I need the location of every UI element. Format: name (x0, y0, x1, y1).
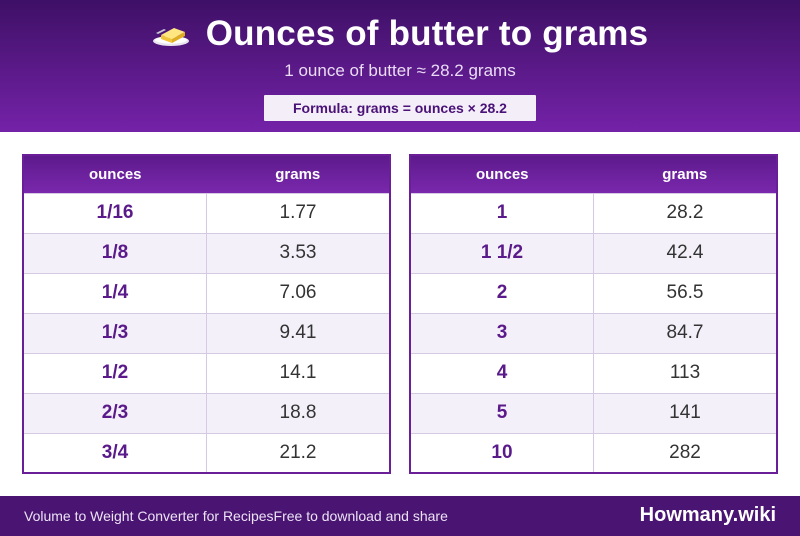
grams-cell: 1.77 (206, 192, 390, 233)
grams-cell: 7.06 (206, 272, 390, 313)
table-row: 1/3 9.41 (23, 312, 390, 353)
table-row: 1 28.2 (410, 192, 777, 233)
table-header-row: ounces grams (23, 155, 390, 193)
table-row: 10 282 (410, 432, 777, 473)
ounces-cell: 10 (410, 432, 594, 473)
ounces-cell: 1/8 (23, 232, 207, 273)
grams-cell: 28.2 (593, 192, 777, 233)
footer-caption: Volume to Weight Converter for RecipesFr… (24, 508, 448, 524)
table-row: 1/16 1.77 (23, 192, 390, 233)
grams-cell: 9.41 (206, 312, 390, 353)
table-row: 1/2 14.1 (23, 352, 390, 393)
column-header-grams: grams (206, 155, 390, 193)
brand-logo-text[interactable]: Howmany.wiki (639, 504, 776, 526)
grams-cell: 282 (593, 432, 777, 473)
ounces-cell: 5 (410, 392, 594, 433)
ounces-cell: 1/3 (23, 312, 207, 353)
grams-cell: 141 (593, 392, 777, 433)
ounces-cell: 1/2 (23, 352, 207, 393)
grams-cell: 18.8 (206, 392, 390, 433)
ounces-cell: 1 1/2 (410, 232, 594, 273)
ounces-cell: 2/3 (23, 392, 207, 433)
formula-badge: Formula: grams = ounces × 28.2 (264, 95, 536, 121)
header-banner: Ounces of butter to grams 1 ounce of but… (0, 0, 800, 132)
ounces-cell: 1/4 (23, 272, 207, 313)
grams-cell: 42.4 (593, 232, 777, 273)
ounces-cell: 3/4 (23, 432, 207, 473)
page-subtitle: 1 ounce of butter ≈ 28.2 grams (284, 61, 516, 80)
column-header-ounces: ounces (23, 155, 207, 193)
table-header-row: ounces grams (410, 155, 777, 193)
column-header-grams: grams (593, 155, 777, 193)
table-row: 3/4 21.2 (23, 432, 390, 473)
title-row: Ounces of butter to grams (0, 14, 800, 54)
table-row: 2 56.5 (410, 272, 777, 313)
ounces-cell: 3 (410, 312, 594, 353)
ounces-cell: 1 (410, 192, 594, 233)
ounces-cell: 1/16 (23, 192, 207, 233)
table-row: 3 84.7 (410, 312, 777, 353)
footer-bar: Volume to Weight Converter for RecipesFr… (0, 496, 800, 536)
grams-cell: 56.5 (593, 272, 777, 313)
conversion-table-right: ounces grams 1 28.2 1 1/2 42.4 2 56.5 3 … (409, 154, 778, 474)
table-row: 5 141 (410, 392, 777, 433)
table-row: 1 1/2 42.4 (410, 232, 777, 273)
table-row: 2/3 18.8 (23, 392, 390, 433)
grams-cell: 14.1 (206, 352, 390, 393)
grams-cell: 21.2 (206, 432, 390, 473)
column-header-ounces: ounces (410, 155, 594, 193)
table-row: 1/4 7.06 (23, 272, 390, 313)
butter-icon (152, 20, 192, 48)
ounces-cell: 2 (410, 272, 594, 313)
table-row: 1/8 3.53 (23, 232, 390, 273)
grams-cell: 113 (593, 352, 777, 393)
page-title: Ounces of butter to grams (205, 14, 649, 53)
table-row: 4 113 (410, 352, 777, 393)
grams-cell: 84.7 (593, 312, 777, 353)
ounces-cell: 4 (410, 352, 594, 393)
conversion-table-left: ounces grams 1/16 1.77 1/8 3.53 1/4 7.06… (22, 154, 391, 474)
grams-cell: 3.53 (206, 232, 390, 273)
